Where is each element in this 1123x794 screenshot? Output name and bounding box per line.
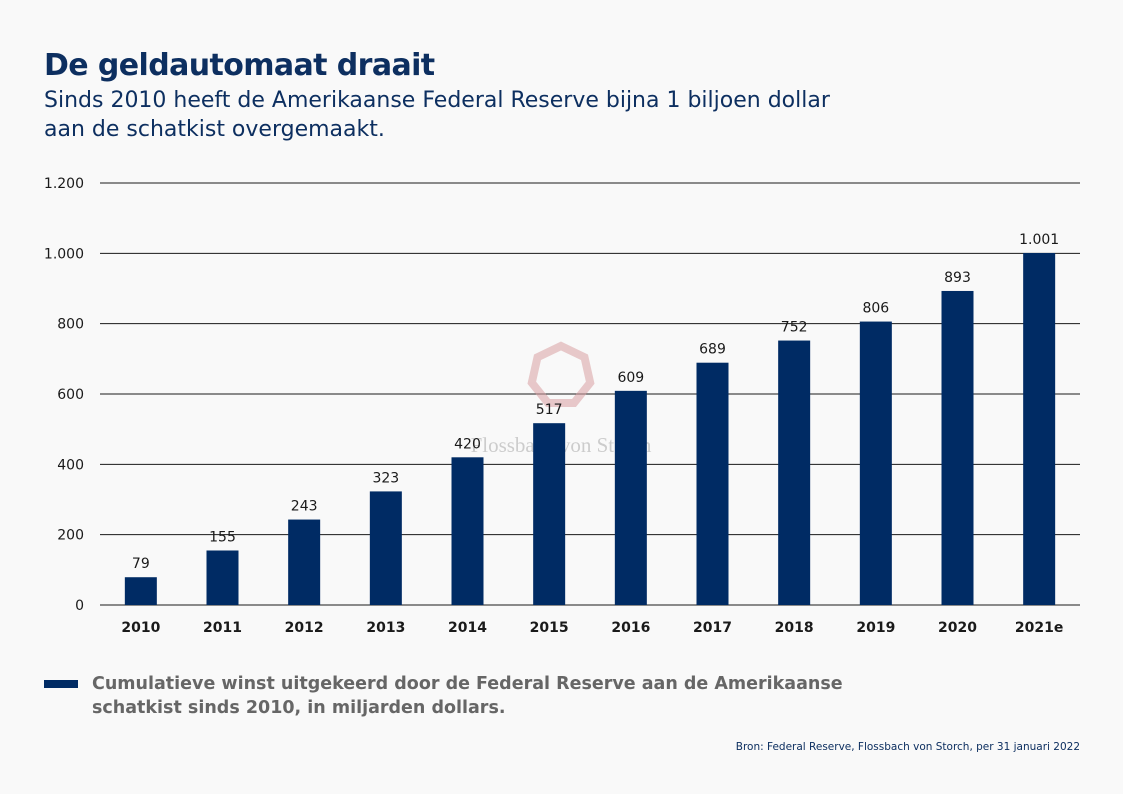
x-tick-label: 2014 <box>448 620 487 636</box>
data-label: 893 <box>944 270 971 286</box>
bar <box>696 362 729 605</box>
bar <box>614 390 647 605</box>
x-tick-label: 2017 <box>693 620 732 636</box>
bar <box>859 321 892 605</box>
x-tick-label: 2019 <box>856 620 895 636</box>
bar <box>206 550 239 605</box>
bar <box>124 577 157 605</box>
x-tick-label: 2015 <box>530 620 569 636</box>
data-label: 243 <box>291 499 318 515</box>
x-tick-label: 2010 <box>121 620 160 636</box>
data-label: 420 <box>454 436 481 452</box>
x-tick-label: 2020 <box>938 620 977 636</box>
bar <box>288 519 321 605</box>
bar <box>533 423 566 605</box>
y-tick-label: 600 <box>57 387 84 403</box>
source-note: Bron: Federal Reserve, Flossbach von Sto… <box>735 741 1080 753</box>
x-tick-label: 2018 <box>775 620 814 636</box>
chart-title: De geldautomaat draait <box>44 48 435 83</box>
watermark-logo <box>527 341 595 407</box>
x-tick-label: 2011 <box>203 620 242 636</box>
y-tick-label: 400 <box>57 457 84 473</box>
data-label: 323 <box>372 470 399 486</box>
legend-label: Cumulatieve winst uitgekeerd door de Fed… <box>92 674 843 718</box>
x-tick-label: 2016 <box>611 620 650 636</box>
data-label: 517 <box>536 402 563 418</box>
data-label: 155 <box>209 529 236 545</box>
legend-swatch <box>44 680 78 688</box>
bar <box>1023 252 1056 605</box>
data-label: 689 <box>699 342 726 358</box>
x-tick-label: 2021e <box>1015 620 1063 636</box>
x-tick-label: 2012 <box>285 620 324 636</box>
data-label: 79 <box>132 556 150 572</box>
legend: Cumulatieve winst uitgekeerd door de Fed… <box>44 672 924 720</box>
data-label: 806 <box>862 301 889 317</box>
y-tick-label: 1.000 <box>44 246 84 262</box>
bar <box>941 290 974 605</box>
data-label: 1.001 <box>1019 232 1059 248</box>
y-tick-label: 0 <box>75 598 84 614</box>
x-tick-label: 2013 <box>366 620 405 636</box>
y-tick-label: 200 <box>57 528 84 544</box>
data-label: 752 <box>781 320 808 336</box>
y-tick-label: 1.200 <box>44 176 84 192</box>
bar <box>369 491 402 605</box>
bar <box>451 457 484 605</box>
chart-subtitle: Sinds 2010 heeft de Amerikaanse Federal … <box>44 88 830 142</box>
y-tick-label: 800 <box>57 317 84 333</box>
bar <box>778 340 811 605</box>
data-label: 609 <box>617 370 644 386</box>
